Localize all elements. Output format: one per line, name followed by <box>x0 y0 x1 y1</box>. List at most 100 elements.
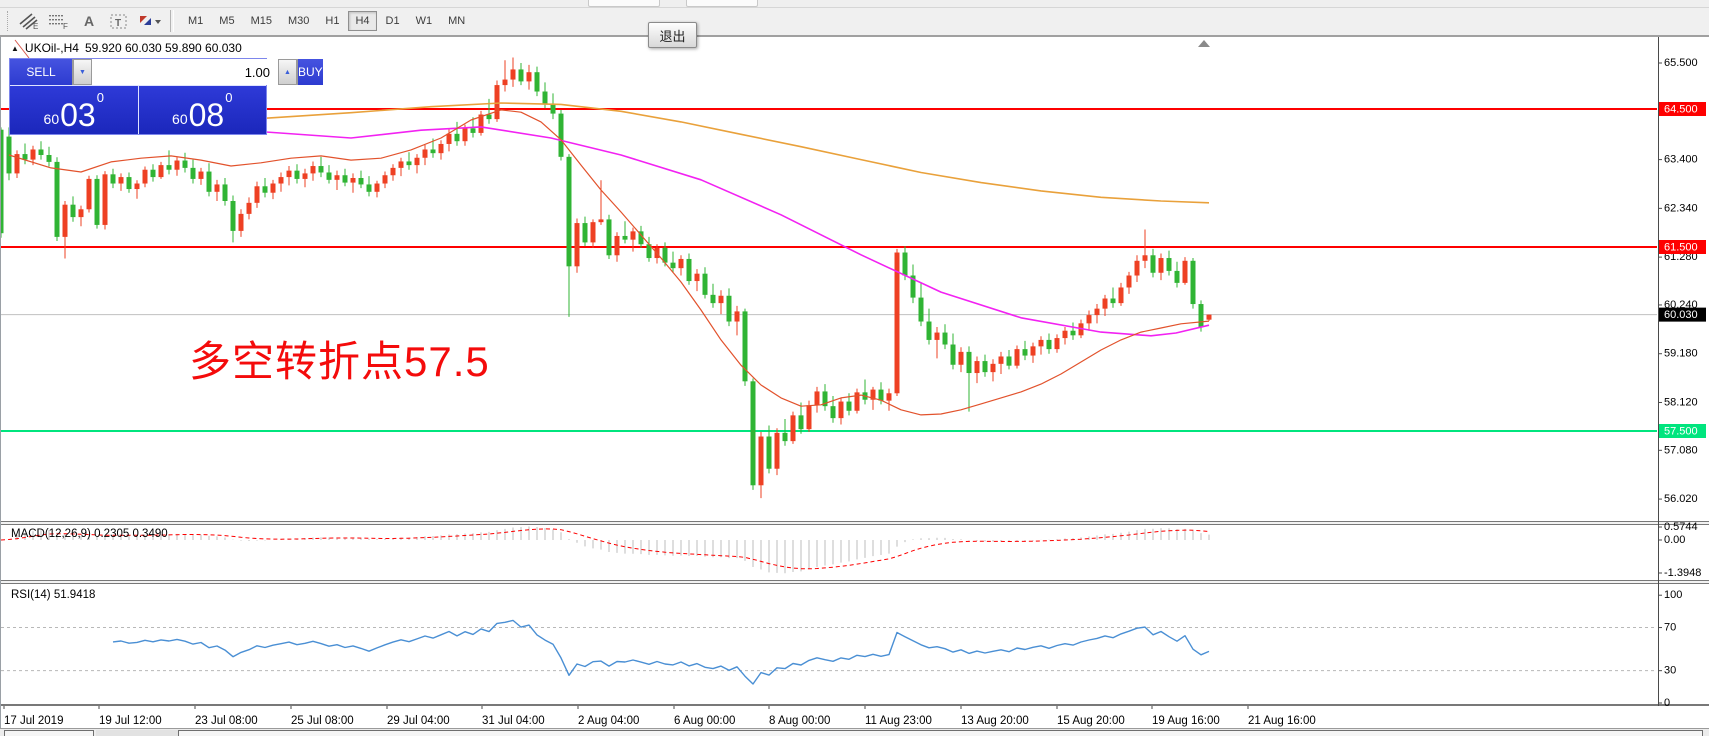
time-label: 31 Jul 04:00 <box>482 715 545 727</box>
candle-body <box>686 258 692 282</box>
candle-body <box>438 143 444 154</box>
candle-body <box>38 149 44 155</box>
pane-separator <box>1 521 1709 525</box>
candle-body <box>622 235 628 240</box>
price-badge <box>1659 240 1706 254</box>
top-toolbar: E F A T M1 M5 M15 M30 H1 H4 D1 W1 MN <box>0 0 1709 37</box>
text-box-icon[interactable]: T <box>106 10 132 32</box>
candle-body <box>398 161 404 168</box>
candle-body <box>798 415 804 430</box>
candle-body <box>254 186 260 203</box>
timeframe-button-m1[interactable]: M1 <box>181 11 210 31</box>
candle-body <box>606 219 612 256</box>
rsi-line <box>112 619 1210 685</box>
rsi-axis-label: 70 <box>1664 622 1676 634</box>
candle-body <box>1054 338 1060 350</box>
candle-body <box>1198 304 1204 328</box>
candle-body <box>1062 330 1068 339</box>
price-tick-label: 59.180 <box>1664 348 1698 360</box>
buy-button[interactable]: BUY <box>298 59 323 85</box>
candle-body <box>790 415 796 442</box>
time-axis[interactable]: 17 Jul 2019 19 Jul 12:00 23 Jul 08:00 25 Ju… <box>3 706 1316 727</box>
timeframe-button-mn[interactable]: MN <box>441 11 472 31</box>
candle-body <box>182 160 188 168</box>
volume-decrease-button[interactable]: ▼ <box>73 59 92 85</box>
candle-body <box>590 222 596 243</box>
chart-surface[interactable]: 65.50063.40062.34061.28060.24059.18058.1… <box>1 37 1709 736</box>
candle-body <box>350 178 356 183</box>
volume-increase-button[interactable]: ▲ <box>278 59 297 85</box>
candle-body <box>1126 275 1132 288</box>
candle-body <box>246 202 252 214</box>
ma-slow-line <box>265 102 1210 204</box>
candle-body <box>462 128 468 142</box>
price-axis[interactable]: 65.50063.40062.34061.28060.24059.18058.1… <box>1658 37 1706 709</box>
candle-body <box>830 406 836 419</box>
time-label: 17 Jul 2019 <box>4 715 63 727</box>
fibonacci-icon[interactable]: F <box>46 10 72 32</box>
candle-body <box>854 392 860 411</box>
timeframe-button-d1[interactable]: D1 <box>379 11 407 31</box>
sell-price[interactable]: 60 03 0 <box>10 86 138 134</box>
candle-body <box>950 344 956 365</box>
macd-label: MACD(12,26,9) 0.2305 0.3490 <box>11 528 168 540</box>
candle-body <box>278 177 284 184</box>
candle-body <box>446 133 452 144</box>
chart-tab[interactable] <box>96 730 178 736</box>
candle-body <box>1030 346 1036 356</box>
candle-body <box>366 184 372 192</box>
price-tick-label: 56.020 <box>1664 493 1698 505</box>
candle-body <box>270 183 276 193</box>
chart-shift-marker-icon <box>1198 40 1210 47</box>
candle-body <box>1038 339 1044 347</box>
candle-body <box>430 149 436 154</box>
collapse-arrow-icon[interactable]: ▲ <box>11 43 19 53</box>
candle-body <box>118 177 124 184</box>
timeframe-button-m5[interactable]: M5 <box>212 11 241 31</box>
timeframe-button-w1[interactable]: W1 <box>409 11 440 31</box>
line-studies-toolbar: E F A T M1 M5 M15 M30 H1 H4 D1 W1 MN <box>0 8 1709 34</box>
candle-body <box>214 184 220 192</box>
candle-body <box>518 69 524 82</box>
chart-tab-bar[interactable] <box>0 728 1709 736</box>
rsi-axis-label: 100 <box>1664 589 1682 601</box>
volume-input[interactable] <box>92 59 278 85</box>
sell-button[interactable]: SELL <box>10 59 72 85</box>
chart-tab[interactable] <box>178 730 1703 736</box>
timeframe-button-h4[interactable]: H4 <box>348 11 377 31</box>
timeframe-button-m15[interactable]: M15 <box>244 11 279 31</box>
candle-body <box>1102 298 1108 309</box>
time-label: 19 Aug 16:00 <box>1152 715 1220 727</box>
candle-body <box>382 175 388 184</box>
exit-button[interactable]: 退出 <box>648 22 697 48</box>
candle-body <box>14 154 20 174</box>
chart-tab[interactable] <box>4 730 94 736</box>
toolbar-grip[interactable] <box>7 11 11 31</box>
candle-body <box>150 169 156 178</box>
price-badge-label: 60.030 <box>1664 309 1698 321</box>
candle-body <box>502 79 508 86</box>
timeframe-button-m30[interactable]: M30 <box>281 11 316 31</box>
price-tick-label: 57.080 <box>1664 444 1698 456</box>
candle-body <box>174 160 180 170</box>
macd-axis-label: 0.00 <box>1664 534 1685 546</box>
candle-body <box>94 178 100 225</box>
candle-body <box>534 72 540 92</box>
candle-body <box>102 174 108 225</box>
candle-body <box>222 184 228 201</box>
candle-body <box>478 114 484 133</box>
arrows-tool-icon[interactable] <box>136 10 162 32</box>
buy-price-main: 08 <box>188 97 225 133</box>
time-label: 8 Aug 00:00 <box>769 715 830 727</box>
equidistant-channel-icon[interactable]: E <box>16 10 42 32</box>
buy-price[interactable]: 60 08 0 <box>139 86 267 134</box>
text-label-icon[interactable]: A <box>83 13 95 29</box>
timeframe-toolbar: M1 M5 M15 M30 H1 H4 D1 W1 MN <box>180 11 473 31</box>
price-badge-label: 61.500 <box>1664 242 1698 254</box>
candle-body <box>838 401 844 419</box>
candle-body <box>1070 330 1076 336</box>
macd-pane <box>1 526 1210 574</box>
timeframe-button-h1[interactable]: H1 <box>318 11 346 31</box>
candle-body <box>638 231 644 245</box>
candle-body <box>878 389 884 401</box>
